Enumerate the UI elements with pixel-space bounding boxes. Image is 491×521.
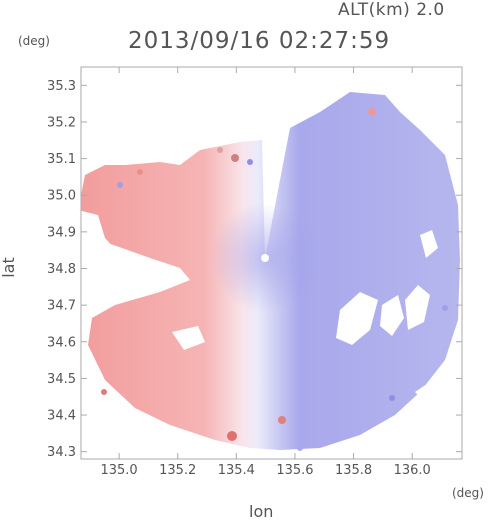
y-tick-label: 35.1: [47, 152, 76, 167]
echo-speckle: [297, 445, 303, 451]
echo-speckle: [137, 169, 143, 175]
echo-speckle: [389, 395, 395, 401]
echo-speckle: [101, 389, 107, 395]
echo-speckle: [442, 305, 448, 311]
echo-speckle: [231, 154, 239, 162]
no-echo-gap: [336, 292, 378, 345]
no-echo-gap: [415, 375, 448, 408]
x-tick-label: 135.8: [335, 463, 372, 478]
no-echo-gap: [420, 230, 438, 258]
x-tick-label: 135.4: [218, 463, 255, 478]
y-tick-label: 34.3: [47, 445, 76, 460]
no-echo-gap: [380, 295, 404, 336]
y-tick-label: 35.2: [47, 115, 76, 130]
no-echo-gap: [172, 326, 205, 350]
y-tick-label: 35.3: [47, 79, 76, 94]
plot-frame: [80, 66, 463, 460]
echo-speckle: [278, 416, 286, 424]
y-tick-label: 34.6: [47, 335, 76, 350]
echo-speckle: [117, 182, 123, 188]
y-tick-label: 34.5: [47, 372, 76, 387]
no-echo-gap: [100, 242, 190, 282]
echo-speckle: [217, 147, 223, 153]
y-axis-unit: (deg): [18, 34, 50, 48]
x-tick-label: 136.0: [394, 463, 431, 478]
radar-site-marker: [261, 254, 269, 262]
x-tick-label: 135.6: [276, 463, 313, 478]
x-tick-label: 135.2: [159, 463, 196, 478]
x-tick-label: 135.0: [100, 463, 137, 478]
plot-axes: 135.0 135.2 135.4 135.6 135.8 136.0 34.3 34.4 34…: [47, 66, 463, 478]
y-tick-label: 34.4: [47, 409, 76, 424]
y-tick-label: 34.8: [47, 262, 76, 277]
y-tick-label: 34.9: [47, 225, 76, 240]
x-axis-unit: (deg): [452, 486, 484, 500]
velocity-field: [81, 92, 460, 451]
altitude-label: ALT(km) 2.0: [338, 0, 445, 20]
echo-speckle: [227, 431, 237, 441]
echo-speckle: [368, 108, 376, 116]
x-axis-label: lon: [249, 502, 274, 521]
timestamp-title: 2013/09/16 02:27:59: [128, 28, 391, 54]
no-echo-gap: [405, 285, 430, 330]
y-tick-label: 35.0: [47, 189, 76, 204]
echo-speckle: [247, 159, 253, 165]
y-tick-label: 34.7: [47, 299, 76, 314]
